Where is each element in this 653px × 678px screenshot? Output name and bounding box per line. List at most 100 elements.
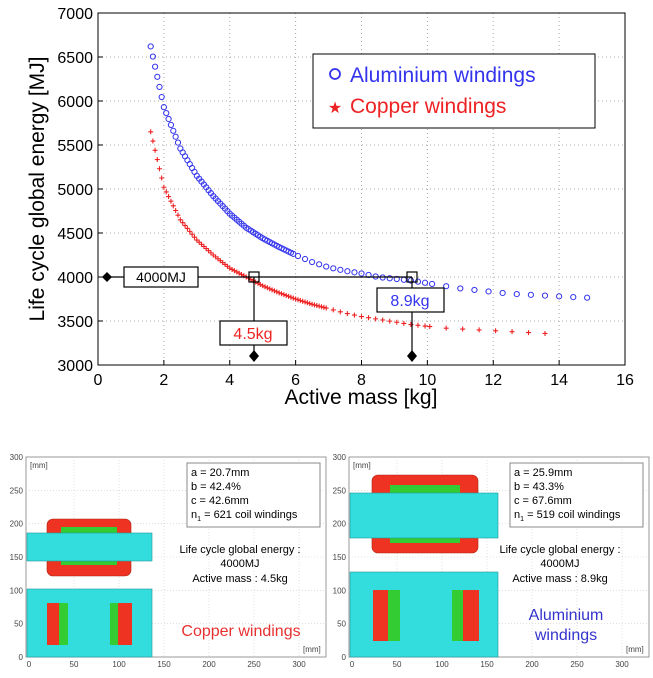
copper-point [148, 129, 154, 135]
copper-point [337, 309, 343, 315]
aluminium-point [457, 285, 464, 292]
copper-panel-x-ticks: 0 50 100 150 200 250 300 [27, 660, 306, 669]
series-copper [148, 129, 548, 336]
copper-point [269, 287, 275, 293]
aluminium-point [556, 293, 563, 300]
copper-point-box [248, 271, 260, 283]
copper-param-c: c = 42.6mm [191, 495, 249, 507]
copper-design-panel: 300 250 200 150 100 50 0 0 50 100 150 200 250 300 [m… [10, 453, 327, 669]
panel-y-tick-label: 150 [333, 553, 347, 562]
copper-point [344, 311, 350, 317]
aluminium-point [407, 277, 415, 284]
copper-point [260, 283, 266, 289]
aluminium-point [158, 93, 165, 101]
aluminium-lower-core-right [452, 590, 464, 641]
copper-point [319, 304, 325, 310]
annotations: 4000MJ 4.5kg 8.9kg [102, 266, 445, 362]
copper-point [177, 217, 183, 223]
aluminium-point [351, 269, 358, 276]
legend-box [312, 53, 596, 129]
x-tick-label: 14 [550, 372, 568, 389]
copper-point [182, 223, 188, 229]
aluminium-point [149, 53, 156, 60]
aluminium-point [167, 121, 175, 128]
panel-y-tick-label: 300 [333, 453, 347, 462]
copper-point [422, 323, 428, 329]
copper-point [152, 147, 158, 153]
copper-point [297, 298, 303, 304]
copper-point [161, 184, 167, 190]
copper-point [359, 314, 364, 320]
panel-x-tick-label: 250 [247, 660, 261, 669]
panel-y-tick-label: 0 [342, 653, 347, 662]
x-axis-ticks: 0 2 4 6 8 10 12 14 16 [94, 360, 634, 389]
copper-point [180, 220, 186, 226]
legend-copper-label: Copper windings [350, 95, 506, 118]
copper-point [314, 303, 320, 309]
copper-point [175, 212, 181, 218]
aluminium-point [400, 276, 407, 283]
copper-param-a: a = 20.7mm [191, 467, 249, 479]
panel-y-tick-label: 200 [10, 520, 24, 529]
copper-energy-line2: 4000MJ [220, 558, 259, 570]
copper-point [380, 317, 386, 323]
copper-lower-body [26, 588, 153, 658]
y-tick-label: 4000 [57, 270, 93, 287]
copper-point [286, 293, 292, 299]
y-tick-label: 6000 [57, 94, 93, 111]
copper-point [271, 288, 277, 294]
copper-point [302, 299, 308, 305]
panel-y-tick-label: 100 [333, 586, 347, 595]
aluminium-panel-x-unit: [mm] [626, 645, 644, 654]
copper-point [323, 305, 329, 311]
copper-point [476, 327, 482, 333]
y-tick-label: 5000 [57, 182, 93, 199]
copper-point [288, 294, 294, 300]
aluminium-point [170, 127, 177, 134]
aluminium-lower-core-left [388, 590, 400, 641]
x-tick-label: 10 [418, 372, 436, 389]
aluminium-mass-label: 8.9kg [390, 293, 429, 310]
copper-caption: Copper windings [181, 623, 300, 640]
copper-point [394, 319, 400, 325]
panel-x-tick-label: 100 [435, 660, 449, 669]
copper-lower-coil-left [47, 603, 61, 645]
x-tick-label: 0 [94, 372, 103, 389]
copper-energy-line1: Life cycle global energy : [179, 544, 300, 556]
copper-point [150, 138, 156, 144]
copper-upper-plate [26, 532, 153, 562]
copper-point [281, 292, 287, 298]
copper-point [274, 289, 280, 295]
panel-y-tick-label: 0 [19, 653, 24, 662]
copper-mass-box [219, 320, 288, 346]
aluminium-panel-x-ticks: 0 50 100 150 200 250 300 [350, 660, 629, 669]
aluminium-point [421, 279, 429, 286]
aluminium-caption-line1: Aluminium [529, 607, 604, 624]
y-tick-label: 6500 [57, 50, 93, 67]
aluminium-mass-box [376, 287, 445, 313]
copper-point [191, 234, 197, 240]
aluminium-param-b: b = 43.3% [514, 481, 564, 493]
aluminium-point [527, 291, 534, 298]
aluminium-point [172, 133, 179, 140]
panel-x-tick-label: 200 [525, 660, 539, 669]
aluminium-mass-line: Active mass : 8.9kg [512, 573, 607, 585]
energy-label-box [123, 266, 199, 288]
copper-point [166, 194, 172, 200]
aluminium-point [428, 280, 436, 288]
panel-x-tick-label: 150 [480, 660, 494, 669]
panel-x-tick-label: 150 [157, 660, 171, 669]
aluminium-param-n: n1 = 519 coil windings [514, 509, 621, 523]
aluminium-panel-y-ticks: 300 250 200 150 100 50 0 [333, 453, 347, 662]
copper-point [330, 307, 336, 313]
aluminium-caption-line2: windings [534, 627, 597, 644]
copper-point [295, 297, 301, 303]
aluminium-point-box [406, 271, 418, 283]
aluminium-point [330, 265, 337, 272]
aluminium-point [165, 115, 172, 123]
panel-x-tick-label: 0 [27, 660, 32, 669]
copper-point [300, 298, 306, 304]
x-tick-label: 6 [291, 372, 300, 389]
copper-point [156, 166, 162, 172]
aluminium-point [471, 286, 478, 294]
